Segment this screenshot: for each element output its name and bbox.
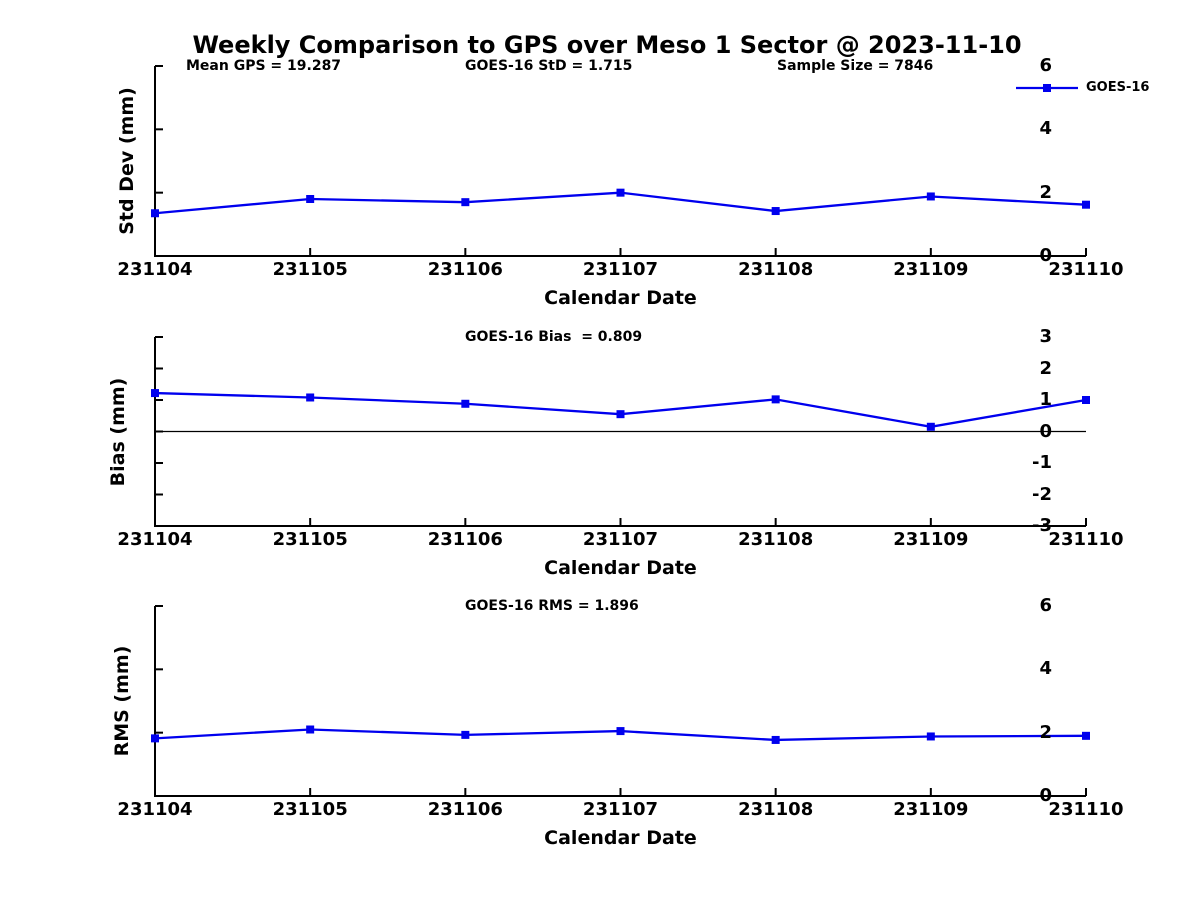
y-tick-label: 4 — [1039, 118, 1052, 140]
x-tick-label: 231108 — [738, 259, 814, 280]
data-point-marker — [461, 399, 470, 408]
data-point-marker — [306, 725, 315, 734]
data-point-marker — [771, 395, 780, 404]
x-tick-label: 231109 — [893, 529, 969, 550]
y-tick-label: 2 — [1039, 181, 1052, 203]
data-point-marker — [926, 732, 935, 741]
x-tick-label: 231110 — [1048, 799, 1124, 820]
data-point-marker — [616, 410, 625, 419]
y-tick-label: 0 — [1039, 245, 1052, 266]
data-point-marker — [1082, 200, 1090, 209]
series-line-bias — [154, 391, 1087, 428]
x-tick-label: 231104 — [117, 259, 193, 280]
data-point-marker — [771, 735, 780, 744]
ylabel-rms: RMS (mm) — [111, 645, 133, 757]
x-tick-label: 231104 — [117, 529, 193, 550]
data-point-marker — [306, 195, 315, 203]
y-tick-label: -2 — [1032, 483, 1052, 505]
annotation-bias: GOES-16 Bias = 0.809 — [465, 329, 643, 345]
data-point-marker — [461, 198, 470, 207]
x-tick-label: 231104 — [117, 799, 193, 820]
y-tick-label: 6 — [1039, 595, 1052, 616]
data-point-marker — [151, 389, 159, 398]
data-point-marker — [151, 209, 159, 218]
ylabel-std-dev: Std Dev (mm) — [116, 87, 138, 235]
x-tick-label: 231106 — [427, 799, 503, 820]
x-tick-label: 231105 — [272, 799, 348, 820]
xlabel-std-dev: Calendar Date — [544, 287, 697, 309]
data-point-marker — [151, 734, 159, 743]
ylabel-bias: Bias (mm) — [107, 377, 129, 486]
xlabel-rms: Calendar Date — [544, 827, 697, 849]
y-tick-label: -1 — [1032, 452, 1052, 473]
data-point-marker — [306, 393, 315, 402]
x-tick-label: 231107 — [582, 799, 659, 820]
subplot-rms — [151, 605, 1090, 797]
x-tick-label: 231105 — [272, 529, 348, 550]
x-tick-label: 231108 — [738, 799, 814, 820]
data-point-marker — [771, 207, 780, 216]
y-tick-label: 0 — [1039, 420, 1052, 442]
x-tick-label: 231106 — [427, 259, 503, 280]
data-point-marker — [461, 730, 470, 739]
x-tick-label: 231110 — [1048, 529, 1124, 550]
data-point-marker — [1082, 731, 1090, 740]
y-tick-label: 1 — [1039, 389, 1052, 410]
y-tick-label: -3 — [1032, 515, 1052, 536]
data-point-marker — [926, 192, 935, 201]
y-tick-label: 0 — [1039, 785, 1052, 806]
y-tick-label: 4 — [1039, 658, 1052, 680]
subplot-bias — [151, 336, 1090, 527]
legend-label: GOES-16 — [1086, 80, 1150, 95]
legend-marker-icon — [1043, 84, 1051, 92]
figure-title: Weekly Comparison to GPS over Meso 1 Sec… — [192, 31, 1022, 59]
data-point-marker — [616, 188, 625, 197]
legend-sample — [1016, 84, 1078, 92]
annotation-sample-size: Sample Size = 7846 — [777, 58, 934, 74]
subplot-std-dev — [151, 65, 1090, 257]
xlabel-bias: Calendar Date — [544, 557, 697, 579]
y-tick-label: 6 — [1039, 55, 1052, 76]
annotation-mean-gps: Mean GPS = 19.287 — [186, 58, 342, 74]
y-tick-label: 2 — [1039, 357, 1052, 379]
x-tick-label: 231108 — [738, 529, 814, 550]
data-point-marker — [1082, 396, 1090, 404]
data-point-marker — [926, 422, 935, 431]
x-tick-label: 231109 — [893, 799, 969, 820]
x-tick-label: 231107 — [582, 529, 659, 550]
x-tick-label: 231107 — [582, 259, 659, 280]
data-point-marker — [616, 727, 625, 736]
annotation-rms: GOES-16 RMS = 1.896 — [465, 598, 639, 614]
x-tick-label: 231106 — [427, 529, 503, 550]
x-tick-label: 231109 — [893, 259, 969, 280]
x-tick-label: 231110 — [1048, 259, 1124, 280]
y-tick-label: 3 — [1039, 326, 1052, 347]
annotation-goes-std: GOES-16 StD = 1.715 — [465, 58, 633, 74]
y-tick-label: 2 — [1039, 721, 1052, 743]
x-tick-label: 231105 — [272, 259, 348, 280]
